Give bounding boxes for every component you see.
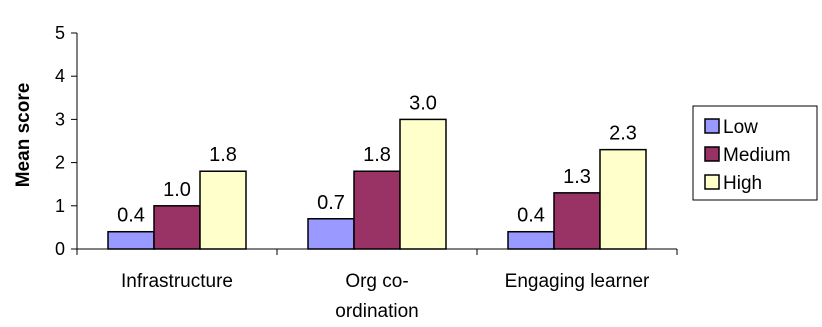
bar-medium bbox=[353, 170, 401, 250]
data-label: 0.7 bbox=[317, 192, 345, 214]
category-label: Engaging learner bbox=[505, 271, 650, 292]
data-label: 0.4 bbox=[117, 205, 145, 227]
legend-label-medium: Medium bbox=[723, 145, 791, 166]
bar-medium bbox=[553, 192, 601, 250]
category-label: Org co- bbox=[345, 271, 408, 292]
bar-high bbox=[399, 118, 447, 250]
y-axis-title: Mean score bbox=[13, 83, 34, 188]
data-label: 1.3 bbox=[563, 166, 591, 188]
bar-low bbox=[107, 230, 155, 250]
y-tick-label: 4 bbox=[55, 66, 65, 86]
bar-high bbox=[199, 170, 247, 250]
legend-swatch-low bbox=[704, 118, 720, 134]
y-tick-label: 5 bbox=[55, 23, 65, 43]
y-tick-label: 3 bbox=[55, 109, 65, 129]
data-label: 0.4 bbox=[517, 205, 545, 227]
bar-low bbox=[307, 218, 355, 250]
data-label: 1.0 bbox=[163, 179, 191, 201]
legend-label-high: High bbox=[723, 173, 762, 194]
legend-swatch-medium bbox=[704, 146, 720, 162]
y-tick-label: 2 bbox=[55, 153, 65, 173]
bar-low bbox=[507, 230, 555, 250]
data-label: 2.3 bbox=[609, 123, 637, 145]
data-label: 1.8 bbox=[363, 144, 391, 166]
legend-swatch-high bbox=[704, 174, 720, 190]
legend: Low Medium High bbox=[692, 105, 818, 201]
legend-label-low: Low bbox=[723, 117, 758, 138]
y-tick-label: 1 bbox=[55, 196, 65, 216]
y-tick-label: 0 bbox=[55, 239, 65, 259]
bar-medium bbox=[153, 205, 201, 250]
category-label: Infrastructure bbox=[121, 271, 233, 292]
data-label: 3.0 bbox=[409, 92, 437, 114]
bar-high bbox=[599, 148, 647, 250]
data-label: 1.8 bbox=[209, 144, 237, 166]
category-label: ordination bbox=[335, 301, 418, 322]
plot-area: 0 1 2 3 4 5 0.4 1.0 1.8 Infrastructure 0.7 1.8 3.0 Or… bbox=[55, 23, 678, 322]
